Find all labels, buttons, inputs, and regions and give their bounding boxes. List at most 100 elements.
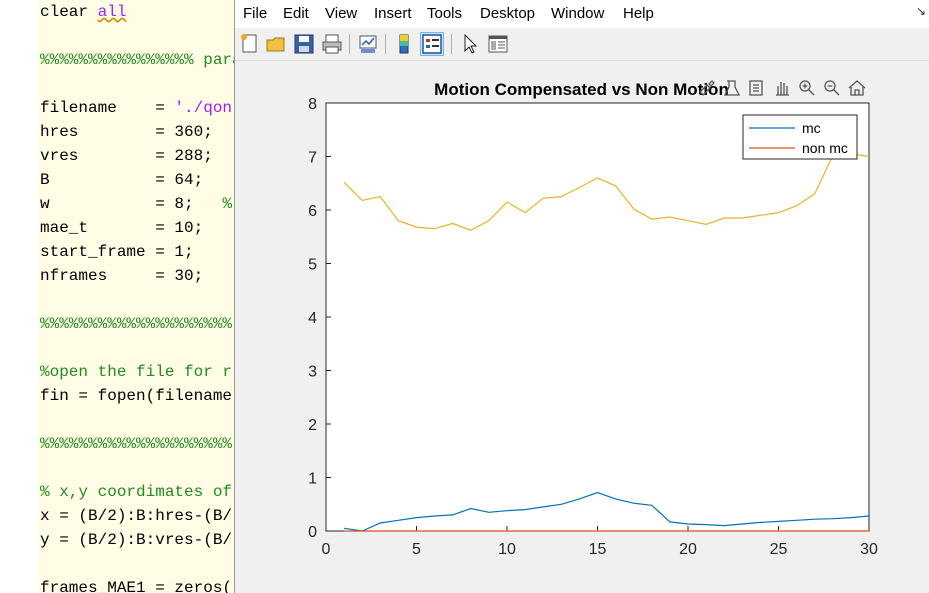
code-text: frames_MAE1 = zeros( <box>40 579 233 593</box>
series-line-unlabeled[interactable] <box>343 153 870 231</box>
menu-insert[interactable]: Insert <box>374 5 412 22</box>
menu-edit[interactable]: Edit <box>283 5 309 22</box>
y-tick-label: 3 <box>308 364 317 381</box>
axes-box[interactable] <box>325 102 870 532</box>
code-text: fin = fopen(filename <box>40 387 233 405</box>
home-icon-glyph <box>848 80 866 96</box>
x-tick-label: 30 <box>860 541 878 558</box>
code-line: mae_t = 10; <box>40 216 203 240</box>
code-line: %%%%%%%%%%%%%%%%%%%% <box>40 432 232 456</box>
y-tick-label: 4 <box>308 310 317 327</box>
figure-menubar: ↘ File Edit View Insert Tools Desktop Window He… <box>235 0 929 28</box>
open-file-icon[interactable] <box>265 33 287 55</box>
legend-entry: mc <box>802 120 821 136</box>
code-line: fin = fopen(filename <box>40 384 232 408</box>
code-text: y = (B/2):B:vres-(B/ <box>40 531 233 549</box>
editor-gutter <box>0 0 38 593</box>
code-line: B = 64; <box>40 168 203 192</box>
x-tick-label: 25 <box>770 541 788 558</box>
figure-window[interactable]: ↘ File Edit View Insert Tools Desktop Window He… <box>234 0 929 593</box>
code-line: clear all <box>40 0 126 24</box>
data-tips-icon-glyph <box>723 80 741 96</box>
menu-help[interactable]: Help <box>623 5 654 22</box>
code-text: %open the file for r <box>40 363 233 381</box>
code-text: clear <box>40 3 98 21</box>
code-text: nframes = 30; <box>40 267 204 285</box>
new-figure-icon[interactable] <box>239 33 261 55</box>
code-text: start_frame = 1; <box>40 243 194 261</box>
property-inspector-icon[interactable] <box>487 33 509 55</box>
code-text: x = (B/2):B:hres-(B/ <box>40 507 233 525</box>
menu-tools[interactable]: Tools <box>427 5 463 22</box>
code-text: %%%%%%%%%%%%%%%%%%%% <box>40 435 233 453</box>
code-text: mae_t = 10; <box>40 219 204 237</box>
undock-arrow-icon[interactable]: ↘ <box>915 4 926 18</box>
brush-icon[interactable] <box>699 80 715 96</box>
series-line-mc[interactable] <box>344 491 870 532</box>
y-tick-label: 0 <box>308 524 317 541</box>
edit-plot-icon[interactable] <box>459 33 481 55</box>
pan-icon-glyph <box>776 82 789 96</box>
insert-colorbar-icon[interactable] <box>393 33 415 55</box>
code-token: './qon <box>174 99 233 117</box>
home-icon[interactable] <box>848 80 866 96</box>
menu-window[interactable]: Window <box>551 5 605 22</box>
zoom-out-icon[interactable] <box>824 80 840 96</box>
y-tick-label: 6 <box>308 203 317 220</box>
code-line: filename = './qon <box>40 96 232 120</box>
export-icon-glyph <box>749 80 763 96</box>
code-text: %%%%%%%%%%%%%%%% para <box>40 51 238 69</box>
link-plot-icon[interactable] <box>357 33 379 55</box>
code-line: %%%%%%%%%%%%%%%%%%%% <box>40 312 232 336</box>
code-line: frames_MAE1 = zeros( <box>40 576 232 593</box>
legend-box[interactable] <box>742 114 858 160</box>
legend-entry: non mc <box>802 140 848 156</box>
editor-code-area[interactable]: clear all %%%%%%%%%%%%%%%% para filename =… <box>38 0 238 593</box>
export-icon[interactable] <box>749 80 763 96</box>
insert-legend-icon[interactable] <box>420 32 444 56</box>
toolbar-separator <box>451 34 452 54</box>
x-tick-label: 20 <box>679 541 697 558</box>
code-text: w = 8; <box>40 195 223 213</box>
data-tips-icon[interactable] <box>723 80 741 96</box>
menu-view[interactable]: View <box>325 5 358 22</box>
y-tick-label: 8 <box>308 96 317 113</box>
code-line: start_frame = 1; <box>40 240 194 264</box>
pan-icon[interactable] <box>776 82 789 96</box>
code-text: B = 64; <box>40 171 204 189</box>
code-text: filename = <box>40 99 175 117</box>
y-tick-label: 2 <box>308 417 317 434</box>
figure-toolbar <box>235 28 929 61</box>
chart-title: Motion Compensated vs Non Motion <box>434 80 729 99</box>
code-line: y = (B/2):B:vres-(B/ <box>40 528 232 552</box>
y-tick-label: 1 <box>308 471 317 488</box>
zoom-in-icon-glyph <box>799 80 815 96</box>
axes[interactable]: 0 5 10 15 20 25 30 0 1 2 3 4 5 6 7 8 Motion Compensated … <box>235 61 929 593</box>
code-line: %open the file for r <box>40 360 232 384</box>
code-text: vres = 288; <box>40 147 213 165</box>
toolbar-separator <box>349 34 350 54</box>
code-line: w = 8; % <box>40 192 232 216</box>
x-tick-label: 15 <box>589 541 607 558</box>
code-text: hres = 360; <box>40 123 213 141</box>
zoom-out-icon-glyph <box>824 80 840 96</box>
menu-file[interactable]: File <box>243 5 268 22</box>
x-tick-label: 0 <box>322 541 331 558</box>
plot-area[interactable]: 0 5 10 15 20 25 30 0 1 2 3 4 5 6 7 8 Motion Compensated … <box>235 61 929 593</box>
code-text: % x,y coordimates of <box>40 483 233 501</box>
code-line: vres = 288; <box>40 144 213 168</box>
toolbar-separator <box>385 34 386 54</box>
zoom-in-icon[interactable] <box>799 80 815 96</box>
code-token: all <box>97 3 127 21</box>
code-line: nframes = 30; <box>40 264 203 288</box>
x-tick-label: 10 <box>498 541 516 558</box>
code-line: % x,y coordimates of <box>40 480 232 504</box>
y-tick-label: 7 <box>308 150 317 167</box>
y-tick-label: 5 <box>308 257 317 274</box>
print-icon[interactable] <box>321 33 343 55</box>
code-token: % <box>222 195 233 213</box>
menu-desktop[interactable]: Desktop <box>480 5 536 22</box>
x-tick-label: 5 <box>412 541 421 558</box>
save-icon[interactable] <box>293 33 315 55</box>
brush-icon-glyph <box>699 80 715 96</box>
